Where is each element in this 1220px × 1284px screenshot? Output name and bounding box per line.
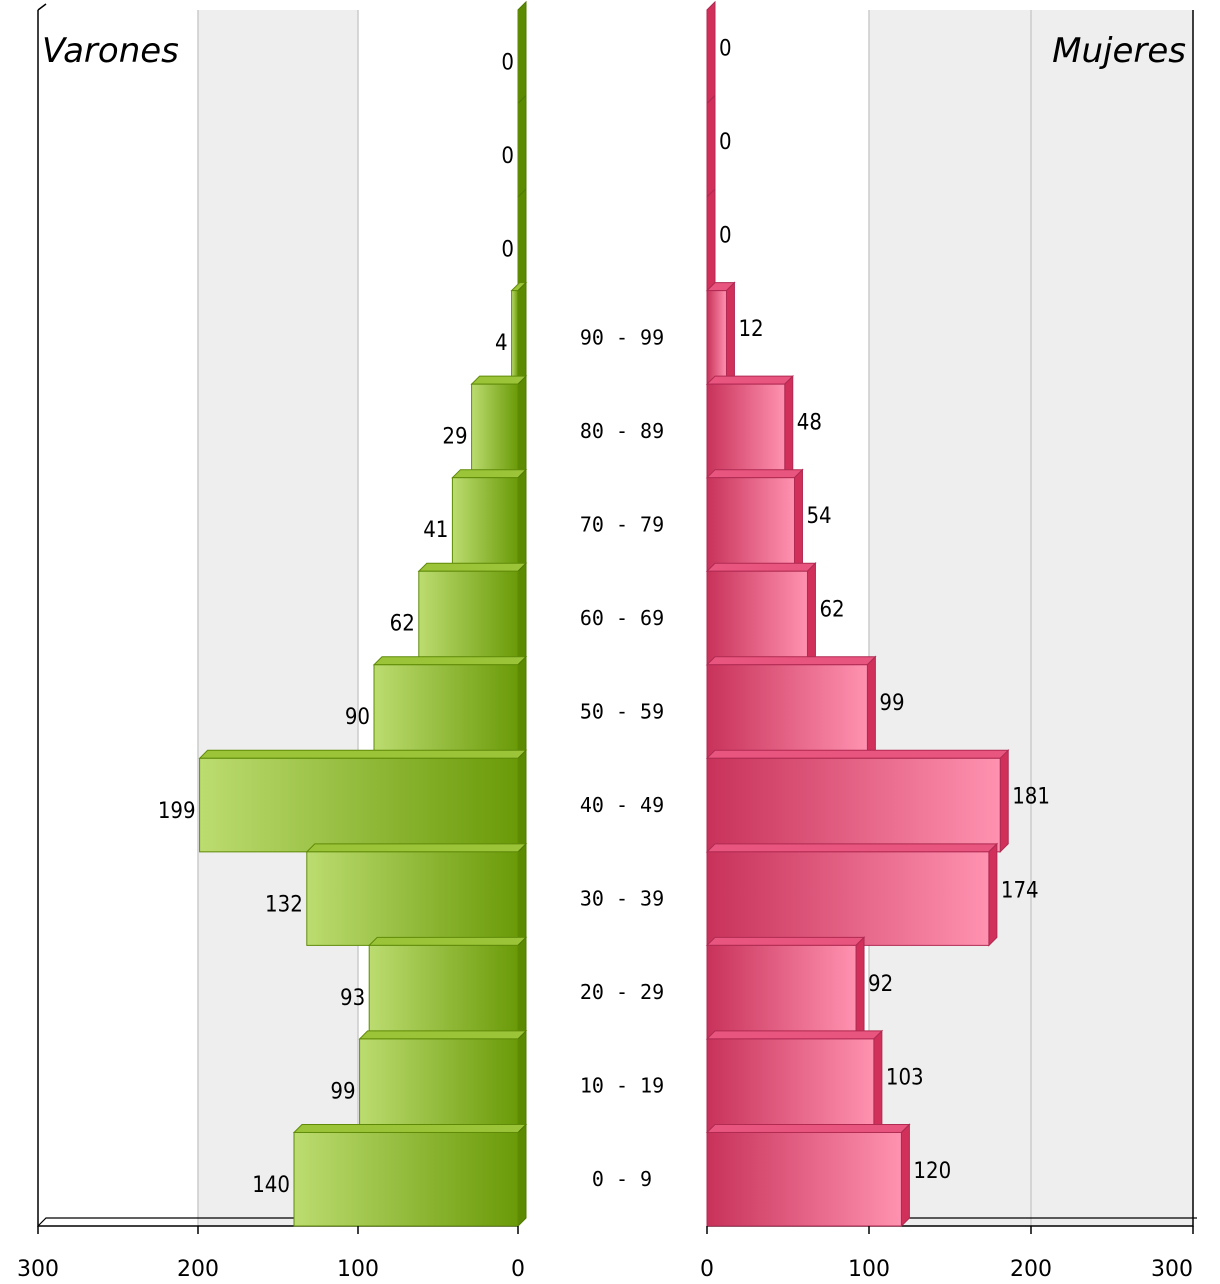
female-bar <box>705 281 736 386</box>
male-bar <box>510 281 528 386</box>
male-bar <box>292 1123 528 1228</box>
male-bar <box>451 468 528 573</box>
male-bar <box>517 0 527 105</box>
male-value-label: 99 <box>330 1079 355 1104</box>
female-value-label: 0 <box>719 223 732 248</box>
male-bar <box>470 374 528 479</box>
male-value-label: 0 <box>501 238 514 263</box>
female-value-label: 54 <box>806 504 831 529</box>
female-bar <box>705 842 999 947</box>
female-value-label: 181 <box>1012 785 1050 810</box>
female-panel-title: Mujeres <box>1052 31 1186 71</box>
female-bar <box>705 1029 884 1134</box>
female-value-label: 103 <box>886 1065 924 1090</box>
male-value-label: 41 <box>423 518 448 543</box>
male-value-label: 140 <box>252 1173 290 1198</box>
male-tick-label: 200 <box>177 1257 219 1282</box>
female-value-label: 48 <box>797 411 822 436</box>
male-bar <box>358 1029 528 1134</box>
male-bar <box>417 562 528 666</box>
male-bar <box>305 842 528 947</box>
age-group-label: 70 - 79 <box>580 512 664 536</box>
age-group-label: 90 - 99 <box>580 325 664 349</box>
male-value-label: 199 <box>158 799 196 824</box>
male-panel: 0 0 0 4 29 41 62 90 199 132 93 99 140 300 200 100 0 Var… <box>17 0 528 1282</box>
female-value-label: 99 <box>879 691 904 716</box>
male-value-label: 29 <box>442 425 467 450</box>
female-bar <box>705 749 1010 854</box>
male-value-label: 4 <box>495 331 508 356</box>
age-group-label: 10 - 19 <box>580 1074 664 1098</box>
female-value-label: 12 <box>738 317 763 342</box>
female-value-label: 0 <box>719 36 732 61</box>
male-bar <box>372 655 528 760</box>
male-value-label: 90 <box>345 705 370 730</box>
age-group-label: 30 - 39 <box>580 887 664 911</box>
male-value-label: 0 <box>501 144 514 169</box>
female-bar <box>705 1123 911 1228</box>
age-group-label: 0 - 9 <box>592 1167 652 1191</box>
female-bar <box>705 374 794 479</box>
female-value-label: 62 <box>819 598 844 623</box>
age-group-label: 50 - 59 <box>580 700 664 724</box>
male-bar <box>198 749 528 854</box>
male-tick-label: 0 <box>511 1257 525 1282</box>
female-bar <box>705 468 804 573</box>
female-bar <box>706 0 716 105</box>
female-value-label: 92 <box>868 972 893 997</box>
male-value-label: 93 <box>340 986 365 1011</box>
female-value-label: 0 <box>719 130 732 155</box>
male-bar <box>517 94 527 199</box>
female-bar <box>705 562 817 666</box>
female-value-label: 174 <box>1001 878 1039 903</box>
age-group-label: 80 - 89 <box>580 419 664 443</box>
male-bar <box>367 936 528 1041</box>
age-group-label: 60 - 69 <box>580 606 664 630</box>
male-tick-label: 300 <box>17 1257 59 1282</box>
male-panel-title: Varones <box>42 31 179 71</box>
age-group-label: 40 - 49 <box>580 793 664 817</box>
male-value-label: 62 <box>390 612 415 637</box>
female-tick-label: 200 <box>1010 1257 1052 1282</box>
male-tick-label: 100 <box>337 1257 379 1282</box>
female-bar <box>705 655 877 760</box>
female-bar <box>706 187 716 292</box>
male-value-label: 132 <box>265 892 303 917</box>
female-value-label: 120 <box>913 1159 951 1184</box>
male-bar <box>517 187 527 292</box>
female-tick-label: 100 <box>848 1257 890 1282</box>
category-axis: 90 - 99 80 - 89 70 - 79 60 - 69 50 - 59 40 - … <box>580 325 664 1191</box>
female-bar <box>705 936 866 1041</box>
female-tick-label: 0 <box>700 1257 714 1282</box>
female-bar <box>706 94 716 199</box>
female-tick-label: 300 <box>1151 1257 1193 1282</box>
age-group-label: 20 - 29 <box>580 980 664 1004</box>
male-value-label: 0 <box>501 50 514 75</box>
female-panel: 0 0 0 12 48 54 62 99 181 174 92 103 120 0 100 200 300 M… <box>700 0 1197 1282</box>
